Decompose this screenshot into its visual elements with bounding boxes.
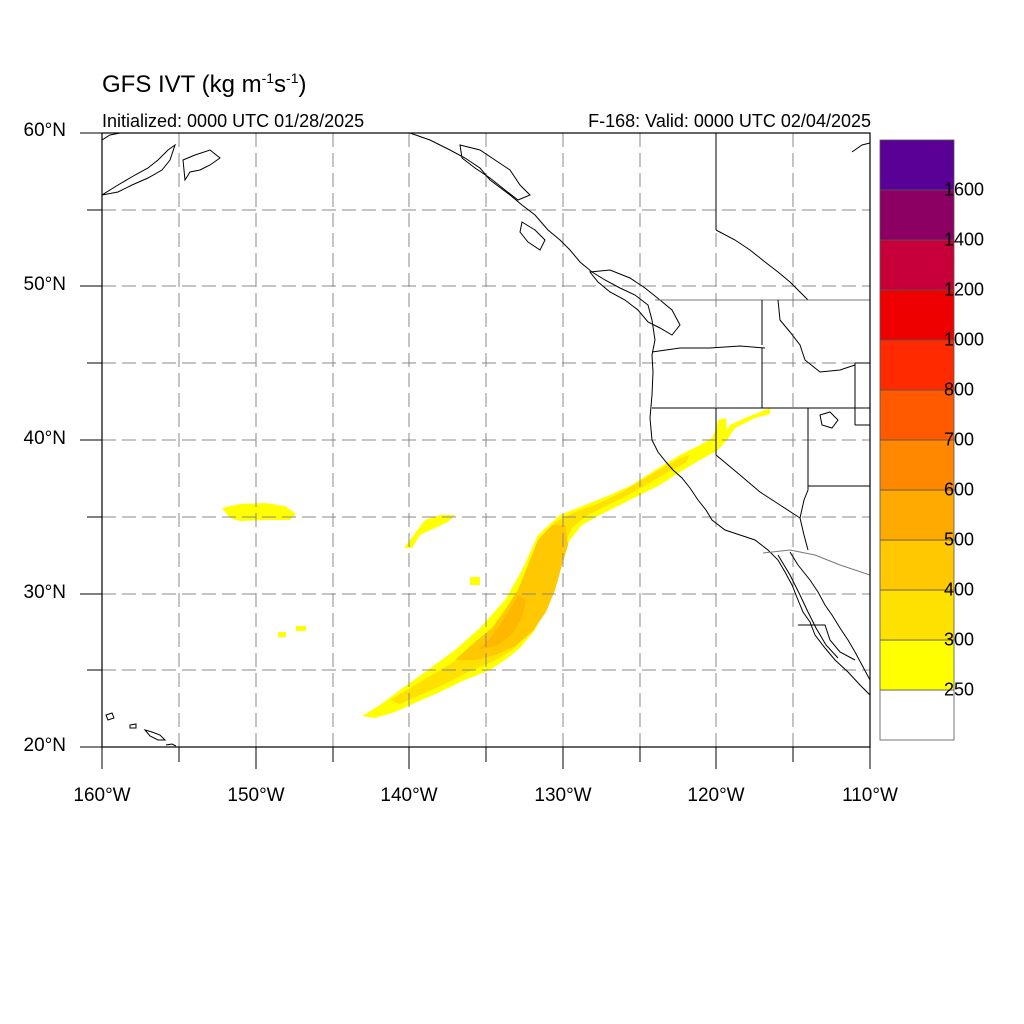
colorbar-swatch: [879, 689, 955, 741]
ticks: [80, 132, 871, 769]
colorbar-label: 300: [944, 629, 975, 650]
colorbar-swatch: [879, 139, 955, 191]
lon-label-130w: 130°W: [534, 785, 592, 806]
colorbar-swatch: [879, 239, 955, 291]
grid: [102, 133, 870, 747]
ivt-shading: [222, 408, 770, 718]
lon-label-120w: 120°W: [687, 785, 745, 806]
lon-label-150w: 150°W: [227, 785, 285, 806]
lat-label-50: 50°N: [23, 274, 66, 295]
lat-label-60: 60°N: [23, 120, 66, 141]
colorbar-label: 1200: [944, 279, 985, 300]
colorbar-swatch: [879, 339, 955, 391]
colorbar-swatch: [879, 289, 955, 341]
colorbar-label: 700: [944, 429, 975, 450]
colorbar-swatch: [879, 439, 955, 491]
chart-title: GFS IVT (kg m-1s-1): [102, 70, 307, 98]
colorbar-swatch: [879, 589, 955, 641]
colorbar-swatch: [879, 639, 955, 691]
colorbar-swatch: [879, 489, 955, 541]
lat-label-40: 40°N: [23, 428, 66, 449]
colorbar-label: 1400: [944, 229, 985, 250]
colorbar-label: 600: [944, 479, 975, 500]
colorbar-label: 500: [944, 529, 975, 550]
lat-label-20: 20°N: [23, 735, 66, 756]
lon-label-160w: 160°W: [73, 785, 131, 806]
colorbar-label: 250: [944, 679, 975, 700]
ivt-isolated-4: [278, 632, 286, 637]
ivt-isolated-1: [222, 503, 296, 521]
colorbar-swatch: [879, 189, 955, 241]
colorbar-swatch: [879, 389, 955, 441]
colorbar: [879, 139, 955, 741]
ivt-isolated-2: [404, 515, 455, 548]
lon-label-110w: 110°W: [842, 785, 898, 806]
ivt-400-500: [455, 525, 568, 660]
lon-label-140w: 140°W: [380, 785, 438, 806]
valid-time-label: F-168: Valid: 0000 UTC 02/04/2025: [588, 111, 871, 131]
lat-label-30: 30°N: [23, 582, 66, 603]
ivt-isolated-3: [470, 577, 480, 585]
ivt-isolated-5: [296, 626, 306, 631]
ivt-500-600: [478, 595, 526, 650]
initialized-label: Initialized: 0000 UTC 01/28/2025: [102, 111, 365, 131]
colorbar-swatch: [879, 539, 955, 591]
boundaries: [651, 133, 870, 661]
colorbar-label: 800: [944, 379, 975, 400]
coastlines: [102, 133, 870, 747]
colorbar-label: 1000: [944, 329, 985, 350]
colorbar-label: 1600: [944, 179, 985, 200]
colorbar-label: 400: [944, 579, 975, 600]
ivt-250-300: [362, 408, 770, 718]
